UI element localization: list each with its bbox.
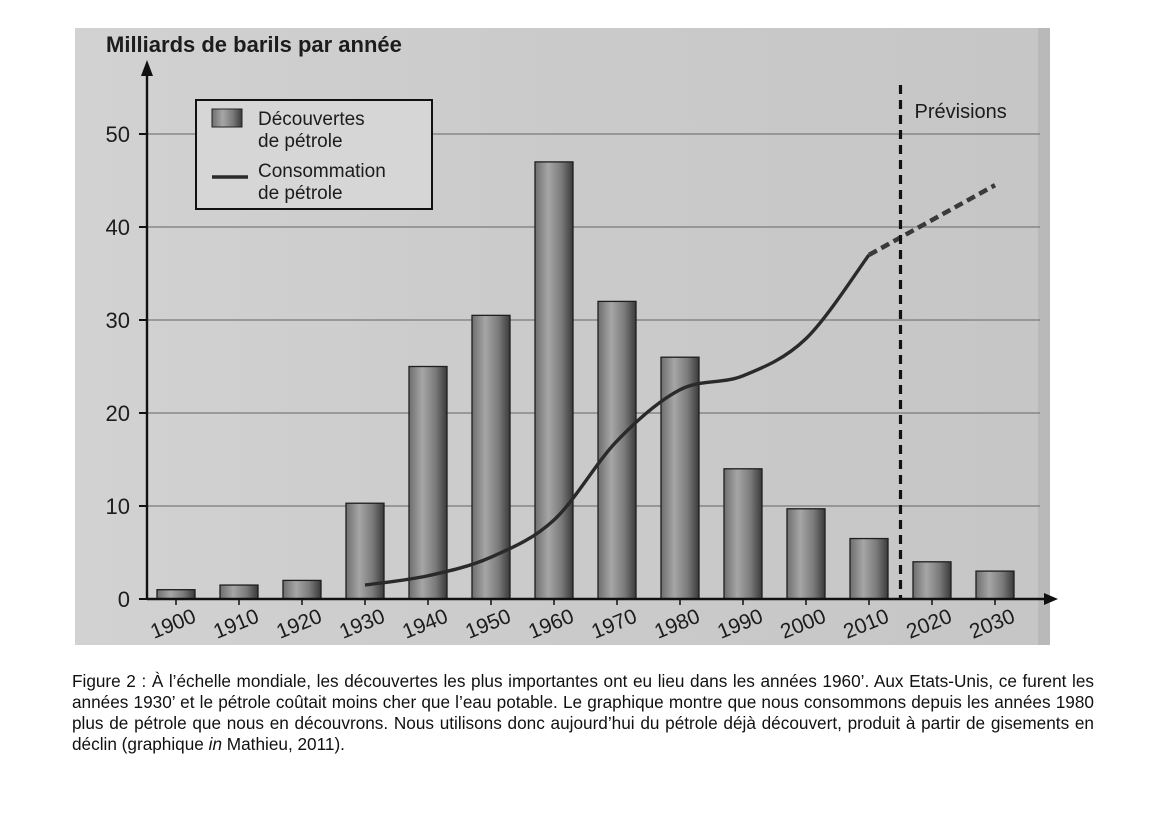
legend-line-label-line2: de pétrole: [258, 183, 343, 204]
discovery-bar: [597, 300, 637, 600]
x-tick-label: 1930: [336, 605, 388, 644]
discovery-bar: [534, 161, 574, 600]
scan-page-edge: [1038, 28, 1050, 645]
legend: Découvertes de pétrole Consommation de p…: [195, 99, 433, 210]
caption-text-end: Mathieu, 2011).: [222, 734, 345, 754]
figure-caption: Figure 2 : À l’échelle mondiale, les déc…: [72, 671, 1094, 755]
x-tick-label: 1980: [651, 605, 703, 644]
y-axis-label: Milliards de barils par année: [106, 32, 402, 57]
y-tick-label: 10: [106, 494, 130, 519]
y-tick-labels: 0 10 20 30 40 50: [106, 122, 130, 612]
x-tick-label: 1960: [525, 605, 577, 644]
x-tick-labels: 1900 1910 1920 1930 1940 1950 1960 1970 1980 1990…: [147, 605, 1018, 644]
y-tick-label: 40: [106, 215, 130, 240]
discovery-bar: [975, 570, 1015, 600]
y-tick-label: 30: [106, 308, 130, 333]
discovery-bar: [849, 537, 889, 600]
discovery-bar: [723, 468, 763, 600]
legend-bar-swatch: [211, 108, 243, 128]
discovery-bar: [912, 561, 952, 600]
discovery-bar: [660, 356, 700, 600]
x-tick-label: 1970: [588, 605, 640, 644]
x-tick-label: 1990: [714, 605, 766, 644]
consumption-line: [364, 253, 871, 587]
discovery-bar: [156, 589, 196, 600]
x-axis-arrow: [1044, 593, 1058, 605]
x-tick-label: 1900: [147, 605, 199, 644]
legend-line-label-line1: Consommation: [258, 161, 386, 182]
y-tick-label: 0: [118, 587, 130, 612]
discovery-bar: [786, 508, 826, 600]
x-tick-label: 2020: [903, 605, 955, 644]
x-tick-label: 1940: [399, 605, 451, 644]
x-tick-label: 2030: [966, 605, 1018, 644]
y-axis-arrow: [141, 60, 153, 76]
caption-text-start: Figure 2 : À l’échelle mondiale, les déc…: [72, 671, 1094, 754]
x-tick-label: 2010: [840, 605, 892, 644]
forecast-label: Prévisions: [915, 101, 1007, 123]
x-tick-label: 1920: [273, 605, 325, 644]
consumption-forecast-line: [867, 183, 997, 257]
consumption-line-group: [364, 183, 997, 587]
legend-bars-label-line2: de pétrole: [258, 131, 343, 152]
caption-italic: in: [208, 734, 223, 754]
y-tick-label: 50: [106, 122, 130, 147]
x-tick-label: 2000: [777, 605, 829, 644]
y-tick-label: 20: [106, 401, 130, 426]
x-tick-label: 1950: [462, 605, 514, 644]
x-tick-label: 1910: [210, 605, 262, 644]
discovery-bar: [219, 584, 259, 600]
discovery-bar: [408, 365, 448, 600]
legend-bars-label-line1: Découvertes: [258, 109, 365, 130]
discovery-bar: [282, 579, 322, 600]
axes-group: [139, 60, 1058, 605]
